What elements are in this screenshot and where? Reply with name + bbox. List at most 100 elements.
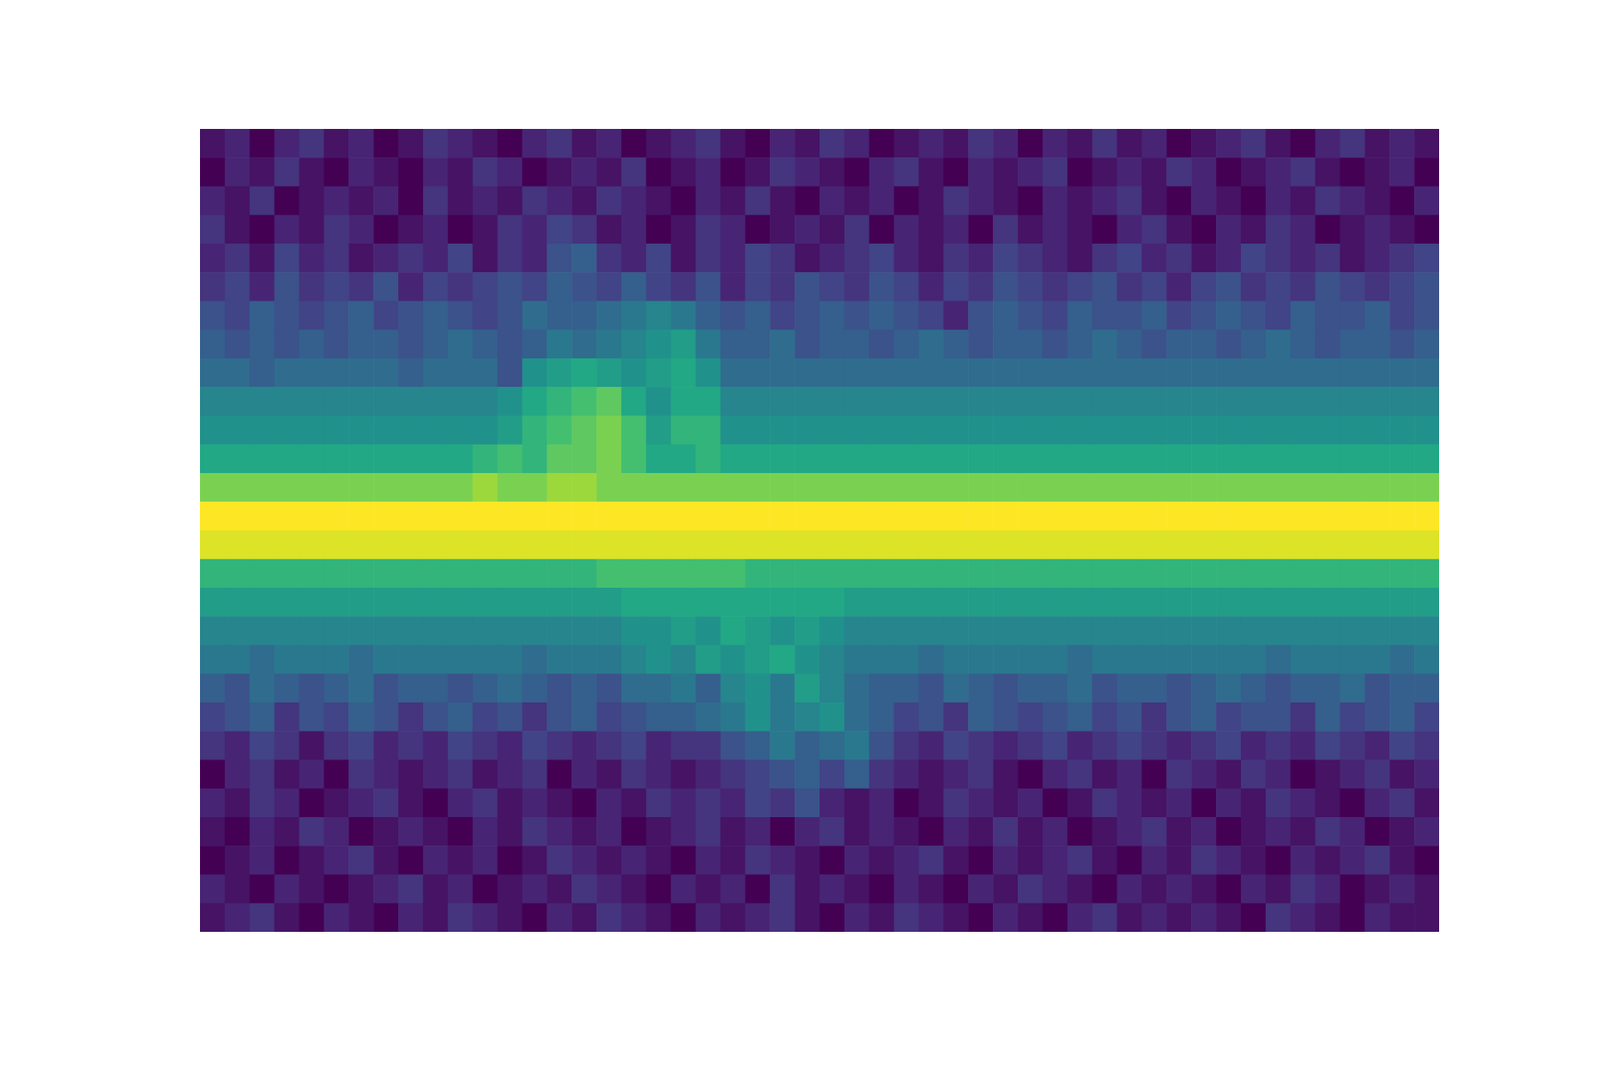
heatmap-cell — [1414, 559, 1440, 589]
heatmap-cell — [1290, 215, 1316, 245]
heatmap-cell — [1290, 472, 1316, 503]
heatmap-cell — [968, 587, 993, 617]
heatmap-cell — [1092, 243, 1118, 273]
heatmap-cell — [646, 272, 672, 302]
heatmap-cell — [249, 186, 275, 216]
heatmap-cell — [348, 874, 374, 904]
heatmap-cell — [200, 788, 225, 818]
heatmap-cell — [1240, 329, 1266, 360]
heatmap-cell — [497, 329, 523, 360]
heatmap-cell — [1117, 730, 1143, 760]
heatmap-cell — [943, 272, 968, 302]
heatmap-cell — [1092, 301, 1118, 331]
heatmap-cell — [819, 243, 845, 273]
heatmap-cell — [423, 215, 448, 245]
heatmap-cell — [398, 730, 424, 760]
heatmap-cell — [423, 645, 448, 675]
heatmap-cell — [769, 760, 795, 790]
heatmap-cell — [1067, 788, 1093, 818]
heatmap-cell — [224, 243, 250, 273]
heatmap-cell — [869, 358, 895, 388]
heatmap-cell — [571, 243, 597, 273]
heatmap-cell — [348, 358, 374, 388]
chart — [0, 0, 1600, 1067]
heatmap-cell — [521, 730, 547, 760]
heatmap-cell — [1166, 530, 1192, 560]
heatmap-cell — [571, 702, 597, 732]
heatmap-cell — [497, 645, 523, 675]
heatmap-cell — [1216, 616, 1241, 646]
heatmap-cell — [521, 645, 547, 675]
heatmap-cell — [1017, 444, 1043, 474]
heatmap-cell — [423, 845, 448, 875]
heatmap-cell — [1339, 329, 1365, 360]
heatmap-cell — [200, 272, 225, 302]
heatmap-cell — [299, 702, 325, 732]
heatmap-cell — [794, 616, 820, 646]
heatmap-cell — [1290, 903, 1316, 932]
heatmap-cell — [1191, 301, 1216, 331]
heatmap-cell — [596, 501, 622, 531]
heatmap-cell — [744, 386, 770, 416]
heatmap-cell — [1067, 616, 1093, 646]
heatmap-cell — [1117, 501, 1143, 531]
heatmap-cell — [1290, 559, 1316, 589]
heatmap-cell — [1414, 444, 1440, 474]
heatmap-cell — [596, 788, 622, 818]
heatmap-cell — [521, 874, 547, 904]
heatmap-cell — [794, 645, 820, 675]
heatmap-cell — [1042, 215, 1068, 245]
heatmap-cell — [571, 760, 597, 790]
heatmap-cell — [299, 788, 325, 818]
heatmap-cell — [1290, 157, 1316, 187]
heatmap-cell — [249, 788, 275, 818]
heatmap-cell — [323, 730, 349, 760]
heatmap-cell — [769, 358, 795, 388]
heatmap-cell — [794, 501, 820, 531]
heatmap-cell — [1339, 730, 1365, 760]
heatmap-cell — [1117, 760, 1143, 790]
heatmap-cell — [1141, 702, 1167, 732]
heatmap-cell — [744, 530, 770, 560]
heatmap-cell — [1141, 616, 1167, 646]
heatmap-cell — [992, 673, 1018, 704]
heatmap-cell — [521, 903, 547, 932]
heatmap-cell — [249, 243, 275, 273]
heatmap-cell — [720, 616, 745, 646]
heatmap-cell — [1315, 272, 1341, 302]
heatmap-cell — [1117, 243, 1143, 273]
heatmap-cell — [448, 816, 473, 847]
heatmap-cell — [720, 128, 745, 159]
heatmap-cell — [1017, 903, 1043, 932]
heatmap-cell — [1364, 416, 1390, 446]
heatmap-cell — [1290, 386, 1316, 416]
heatmap-cell — [696, 444, 721, 474]
heatmap-cell — [1166, 157, 1192, 187]
heatmap-cell — [943, 874, 968, 904]
heatmap-cell — [571, 386, 597, 416]
heatmap-cell — [497, 673, 523, 704]
heatmap-cell — [1364, 788, 1390, 818]
heatmap-cell — [423, 559, 448, 589]
heatmap-cell — [1141, 444, 1167, 474]
heatmap-cell — [769, 272, 795, 302]
heatmap-cell — [720, 760, 745, 790]
heatmap-cell — [671, 587, 696, 617]
heatmap-cell — [769, 874, 795, 904]
heatmap-cell — [1042, 530, 1068, 560]
heatmap-cell — [671, 272, 696, 302]
heatmap-cell — [1117, 416, 1143, 446]
heatmap-cell — [968, 472, 993, 503]
heatmap-cell — [1240, 874, 1266, 904]
heatmap-cell — [1092, 472, 1118, 503]
heatmap-cell — [448, 845, 473, 875]
heatmap-cell — [497, 788, 523, 818]
heatmap-cell — [646, 616, 672, 646]
heatmap-cell — [423, 472, 448, 503]
heatmap-cell — [646, 645, 672, 675]
heatmap-cell — [1414, 845, 1440, 875]
heatmap-cell — [1389, 702, 1415, 732]
heatmap-cell — [1191, 760, 1216, 790]
heatmap-cell — [521, 587, 547, 617]
heatmap-cell — [1141, 243, 1167, 273]
